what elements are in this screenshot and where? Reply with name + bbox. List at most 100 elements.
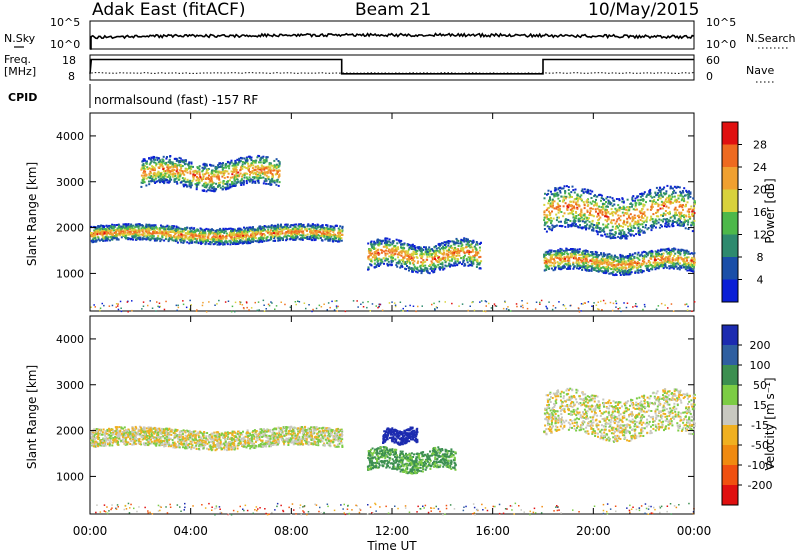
echo-cell [475, 243, 478, 246]
echo-cell [105, 224, 108, 227]
echo-cell [325, 237, 328, 240]
echo-cell [201, 238, 204, 241]
echo-cell [138, 229, 141, 232]
echo-cell [229, 176, 232, 179]
echo-cell [395, 264, 398, 267]
echo-cell [446, 255, 449, 258]
echo-cell [248, 155, 251, 158]
echo-cell [589, 213, 592, 216]
echo-cell [117, 227, 120, 230]
echo-cell [666, 184, 669, 187]
echo-cell [586, 219, 589, 222]
echo-cell [244, 238, 247, 241]
echo-cell [259, 233, 262, 236]
echo-cell [454, 260, 457, 263]
echo-cell [232, 171, 235, 174]
echo-cell [686, 223, 689, 226]
echo-cell [304, 228, 307, 231]
echo-e-region-band [90, 223, 344, 246]
echo-cell [455, 237, 458, 240]
echo-cell [407, 250, 410, 253]
echo-cell [681, 223, 684, 226]
echo-cell [294, 238, 297, 241]
echo-cell [427, 271, 430, 274]
echo-cell [143, 170, 145, 173]
echo-cell [668, 213, 671, 216]
echo-cell [624, 237, 627, 240]
echo-cell [171, 173, 174, 176]
echo-cell [641, 194, 644, 197]
echo-cell [202, 189, 205, 192]
echo-cell [143, 158, 146, 161]
echo-cell [243, 157, 246, 160]
echo-cell [383, 250, 385, 253]
echo-cell [169, 170, 172, 173]
echo-cell [164, 225, 167, 228]
echo-cell [123, 233, 126, 236]
echo-cell [558, 216, 560, 219]
echo-cell [451, 247, 454, 250]
echo-cell [221, 165, 224, 168]
echo-cell [463, 240, 466, 243]
nsky-ytick-bottom: 10^0 [50, 38, 80, 51]
echo-cell [303, 225, 306, 228]
echo-cell [549, 196, 551, 199]
echo-cell [422, 249, 425, 251]
echo-cell [189, 186, 192, 189]
echo-cell [457, 242, 460, 245]
echo-cell [197, 242, 200, 245]
echo-cell [255, 173, 257, 176]
echo-cell [419, 247, 422, 250]
echo-cell [104, 231, 107, 233]
echo-cell [240, 166, 242, 169]
echo-cell [326, 227, 329, 230]
echo-cell [572, 201, 575, 204]
echo-cell [548, 219, 551, 222]
echo-cell [687, 228, 690, 230]
echo-cell [230, 233, 233, 236]
echo-cell [109, 226, 112, 229]
echo-cell [235, 166, 238, 169]
echo-cell [414, 252, 417, 255]
echo-cell [309, 235, 312, 238]
echo-cell [170, 228, 173, 231]
echo-cell [175, 225, 178, 228]
echo-cell [133, 236, 136, 239]
echo-cell [472, 262, 475, 265]
echo-cell [458, 254, 461, 257]
echo-cell [218, 242, 221, 245]
echo-cell [273, 159, 276, 162]
echo-cell [281, 238, 284, 241]
echo-cell [469, 257, 472, 260]
echo-cell [144, 174, 147, 177]
echo-cell [435, 245, 437, 248]
echo-cell [656, 202, 659, 205]
echo-cell [235, 237, 238, 240]
echo-cell [608, 232, 611, 235]
echo-cell [543, 213, 546, 216]
echo-cell [438, 251, 441, 254]
echo-cell [136, 224, 139, 227]
echo-cell [441, 261, 444, 264]
echo-cell [547, 268, 550, 270]
echo-cell [263, 225, 266, 227]
echo-cell [653, 225, 655, 227]
echo-cell [614, 207, 617, 210]
echo-cell [606, 220, 609, 223]
echo-cell [178, 160, 181, 162]
echo-cell [556, 216, 559, 219]
echo-cell [235, 238, 237, 241]
echo-cell [566, 209, 569, 211]
echo-cell [245, 176, 248, 179]
echo-cell [253, 234, 255, 237]
echo-cell [649, 252, 652, 255]
echo-cell [658, 226, 661, 229]
echo-cell [596, 207, 599, 210]
echo-cell [252, 240, 254, 243]
echo-cell [293, 236, 296, 239]
echo-cell [637, 227, 640, 230]
echo-cell [256, 156, 259, 159]
echo-cell [572, 222, 575, 225]
echo-cell [241, 240, 244, 243]
echo-cell [231, 182, 234, 185]
